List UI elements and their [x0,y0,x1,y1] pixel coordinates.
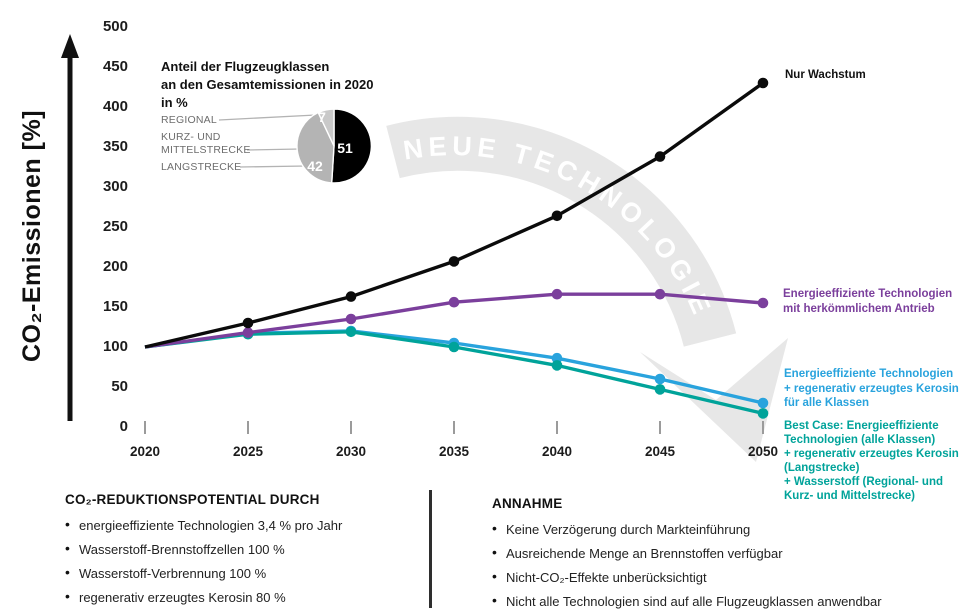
data-point [654,288,666,300]
data-point [757,397,769,409]
legend-best-case: Best Case: Energieeffiziente Technologie… [784,420,959,502]
data-point [242,327,254,338]
y-axis-title: CO₂-Emissionen [%] [18,109,46,363]
data-point [757,408,769,419]
y-tick-label: 250 [102,218,128,235]
pie-slice-value: 42 [307,158,323,174]
data-point [448,296,460,308]
x-tick-label: 2025 [232,444,264,459]
pie-chart: 51 42 7 [296,108,373,184]
footer-reduction-potential: CO₂-REDUKTIONSPOTENTIAL DURCH energieeff… [65,491,425,612]
y-tick-label: 400 [102,98,128,115]
data-point [757,77,769,89]
x-axis-tickmarks [144,421,764,434]
footer-left-item: regenerativ erzeugtes Kerosin 80 % [65,588,425,606]
y-tick-label: 100 [102,338,128,355]
data-point [654,384,666,395]
pie-slice [296,111,335,184]
data-point [448,256,460,267]
pie-category-kurz-mittelstrecke: KURZ- UND MITTELSTRECKE [161,131,251,156]
footer-right-heading: ANNAHME [492,496,563,511]
footer-right-item: Nicht-CO₂-Effekte unberücksichtigt [492,568,972,586]
y-tick-label: 50 [111,378,128,395]
data-point [242,317,254,329]
y-tick-label: 0 [119,418,128,435]
pie-inset-title: Anteil der Flugzeugklassen an den Gesamt… [161,59,374,110]
x-tick-label: 2050 [747,444,779,459]
legend-nur-wachstum: Nur Wachstum [785,69,866,81]
footer-right-item: Nicht alle Technologien sind auf alle Fl… [492,592,972,610]
pie-slice-value: 7 [318,109,326,125]
data-point [551,360,563,371]
data-series [144,77,769,419]
y-tick-label: 500 [102,18,128,35]
pie-category-regional: REGIONAL [161,114,217,126]
x-tick-label: 2040 [541,444,573,459]
data-point [345,313,357,325]
x-tick-label: 2035 [438,444,470,459]
x-tick-label: 2045 [644,444,676,459]
footer-left-item: energieeffiziente Technologien 3,4 % pro… [65,516,425,534]
data-point [345,326,357,338]
footer-right-item: Keine Verzögerung durch Markteinführung [492,520,972,538]
legend-energieeffizient: Energieeffiziente Technologien mit herkö… [783,288,953,315]
data-point [757,297,769,309]
y-axis-arrow-icon [61,34,79,421]
y-tick-label: 150 [102,298,128,315]
footer-left-item: Wasserstoff-Brennstoffzellen 100 % [65,540,425,558]
pie-category-langstrecke: LANGSTRECKE [161,161,242,173]
y-tick-label: 350 [102,138,128,155]
x-tick-label: 2030 [335,444,367,459]
footer-left-item: Wasserstoff-Verbrennung 100 % [65,564,425,582]
data-point [654,373,666,385]
footer-assumptions: ANNAHME Keine Verzögerung durch Marktein… [492,495,972,612]
x-tick-label: 2020 [129,444,161,459]
footer-left-heading: CO₂-REDUKTIONSPOTENTIAL DURCH [65,492,320,507]
pie-slice-value: 51 [337,140,353,156]
y-tick-label: 300 [102,178,128,195]
data-point [448,341,460,353]
footer-divider [429,490,432,608]
legend-regeneratives-kerosin: Energieeffiziente Technologien + regener… [784,368,959,409]
data-point [654,151,666,162]
pie-slice [330,108,373,184]
watermark-arrow: NEUE TECHNOLOGIE [386,116,788,462]
data-point [551,288,563,300]
footer-right-item: Ausreichende Menge an Brennstoffen verfü… [492,544,972,562]
pie-slice [317,108,335,147]
y-tick-label: 450 [102,58,128,75]
y-tick-label: 200 [102,258,128,275]
data-point [551,210,563,222]
data-point [345,291,357,302]
